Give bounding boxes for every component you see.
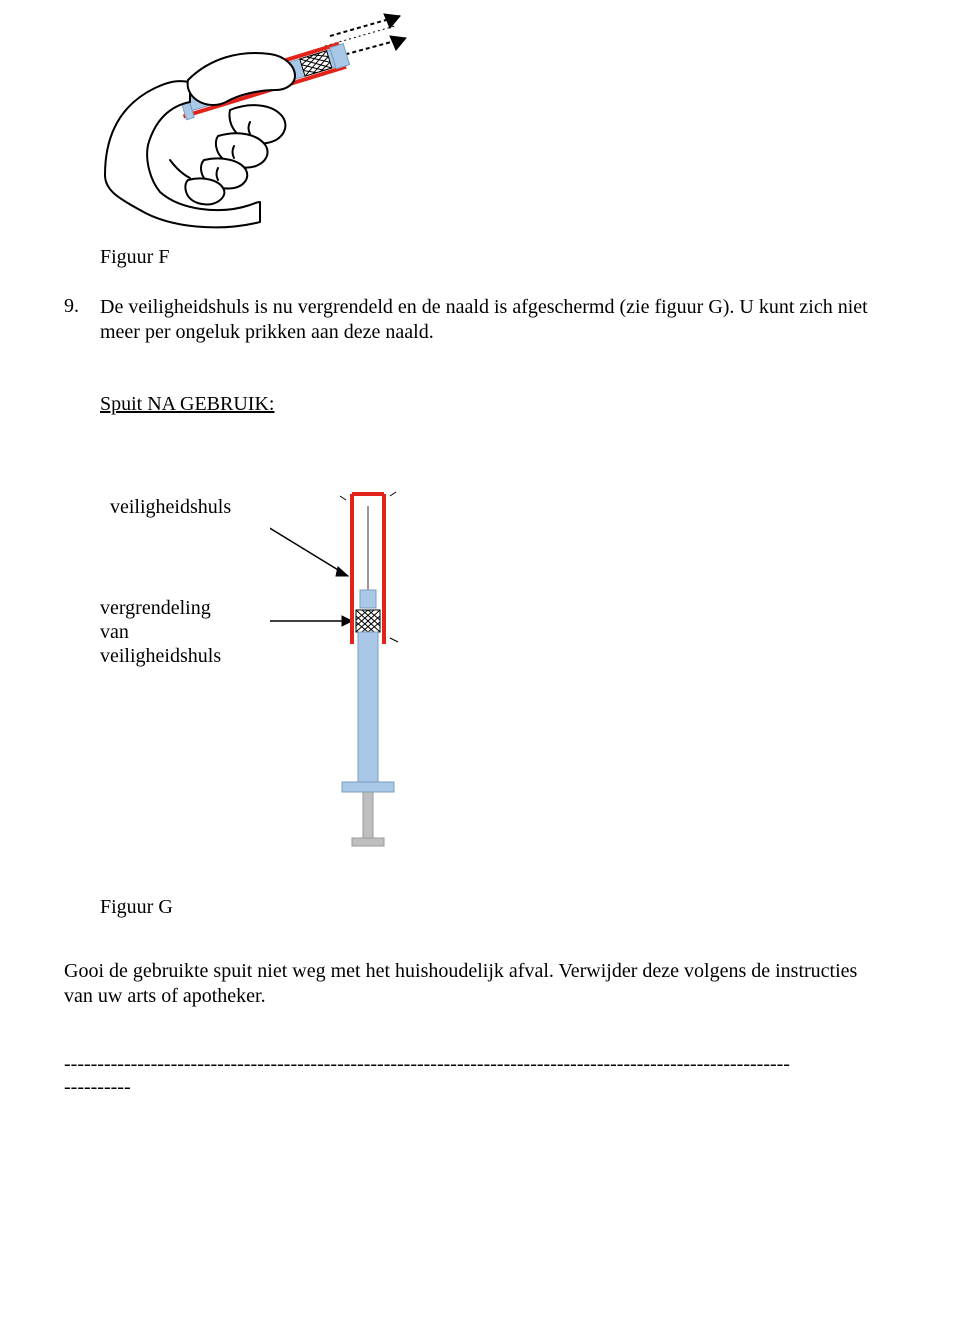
label-lock: vergrendelingvanveiligheidshuls (100, 596, 221, 668)
step-9-text: De veiligheidshuls is nu vergrendeld en … (100, 295, 890, 345)
label-safety-sleeve: veiligheidshuls (110, 496, 231, 519)
after-use-heading: Spuit NA GEBRUIK: (100, 393, 960, 416)
figure-f-illustration (100, 10, 960, 236)
disposal-text: Gooi de gebruikte spuit niet weg met het… (64, 959, 890, 1009)
separator-line-2: ---------- (64, 1076, 960, 1099)
step-9-number: 9. (64, 295, 100, 345)
separator-line-1: ----------------------------------------… (64, 1053, 944, 1076)
figure-f-caption: Figuur F (100, 246, 960, 269)
figure-g-diagram: veiligheidshuls vergrendelingvanveilighe… (100, 496, 960, 876)
step-9: 9. De veiligheidshuls is nu vergrendeld … (64, 295, 890, 345)
figure-g-caption: Figuur G (100, 896, 960, 919)
